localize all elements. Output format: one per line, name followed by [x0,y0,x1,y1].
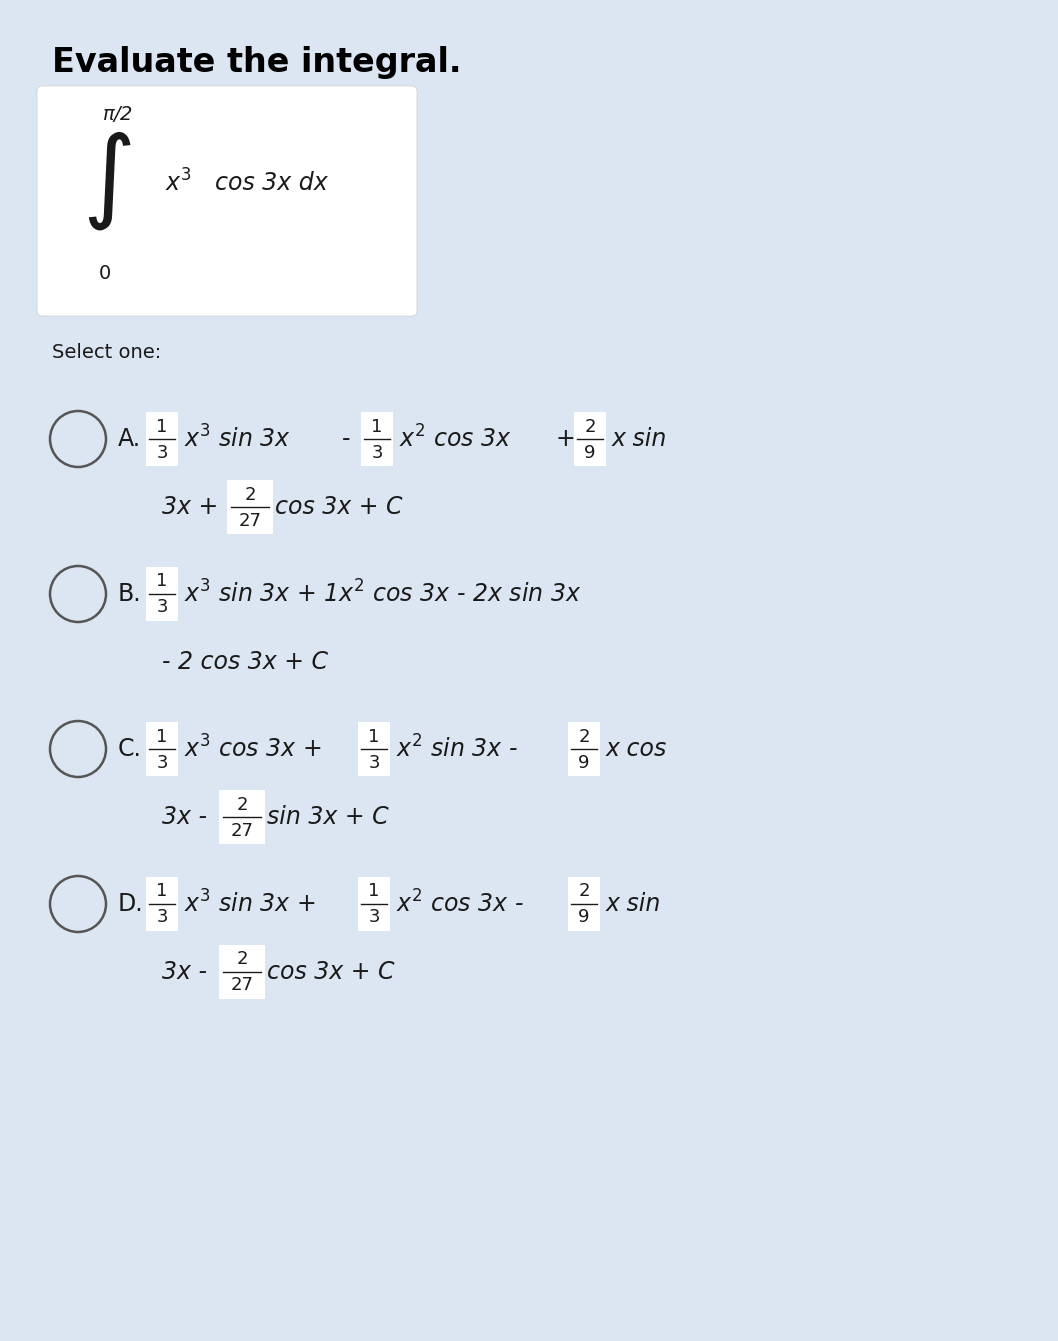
Text: Evaluate the integral.: Evaluate the integral. [52,46,461,79]
FancyBboxPatch shape [574,412,606,467]
FancyBboxPatch shape [219,945,264,999]
Text: +: + [555,426,574,451]
Text: 3: 3 [368,908,380,927]
Text: 1: 1 [157,882,167,901]
Text: $x^3$ sin 3x + 1$x^2$ cos 3x - 2x sin 3x: $x^3$ sin 3x + 1$x^2$ cos 3x - 2x sin 3x [184,581,582,607]
Text: 3x -: 3x - [162,805,207,829]
Text: $\int$: $\int$ [83,130,131,232]
Text: 1: 1 [157,728,167,746]
Text: $x^2$ sin 3x -: $x^2$ sin 3x - [396,735,518,763]
Text: $0$: $0$ [98,263,111,283]
Text: A.: A. [118,426,141,451]
Text: 9: 9 [579,754,589,771]
Text: 3: 3 [157,754,168,771]
Text: 1: 1 [157,417,167,436]
FancyBboxPatch shape [146,721,178,776]
Text: B.: B. [118,582,142,606]
Text: 2: 2 [584,417,596,436]
Text: Select one:: Select one: [52,343,161,362]
FancyBboxPatch shape [568,721,600,776]
Text: 27: 27 [231,822,254,839]
Text: $x^3$ sin 3x: $x^3$ sin 3x [184,425,291,453]
Text: 9: 9 [584,444,596,461]
Text: cos 3x dx: cos 3x dx [215,172,328,194]
Text: 9: 9 [579,908,589,927]
Text: $x^2$ cos 3x: $x^2$ cos 3x [399,425,512,453]
Text: 3: 3 [157,444,168,461]
FancyBboxPatch shape [146,567,178,621]
Text: 2: 2 [579,882,589,901]
Text: -: - [342,426,350,451]
Text: x sin: x sin [606,892,661,916]
Text: x sin: x sin [612,426,668,451]
Text: - 2 cos 3x + C: - 2 cos 3x + C [162,650,328,675]
Text: 1: 1 [371,417,383,436]
Text: $x^3$ cos 3x +: $x^3$ cos 3x + [184,735,322,763]
Text: 27: 27 [231,976,254,995]
Text: $x^3$ sin 3x +: $x^3$ sin 3x + [184,890,315,917]
Text: cos 3x + C: cos 3x + C [275,495,402,519]
Text: $x^3$: $x^3$ [165,169,191,197]
Text: 1: 1 [157,573,167,590]
FancyBboxPatch shape [361,412,393,467]
Text: D.: D. [118,892,144,916]
Text: $x^2$ cos 3x -: $x^2$ cos 3x - [396,890,524,917]
Text: 2: 2 [579,728,589,746]
FancyBboxPatch shape [37,86,417,316]
Text: 3: 3 [371,444,383,461]
Text: 3: 3 [368,754,380,771]
Text: 2: 2 [244,485,256,503]
Text: sin 3x + C: sin 3x + C [267,805,388,829]
Text: 1: 1 [368,882,380,901]
Text: 2: 2 [236,795,248,814]
FancyBboxPatch shape [568,877,600,931]
FancyBboxPatch shape [146,412,178,467]
Text: 1: 1 [368,728,380,746]
FancyBboxPatch shape [219,790,264,843]
FancyBboxPatch shape [146,877,178,931]
Text: cos 3x + C: cos 3x + C [267,960,395,984]
Text: 3: 3 [157,908,168,927]
Text: 3: 3 [157,598,168,617]
Text: 3x +: 3x + [162,495,218,519]
Text: 27: 27 [238,511,261,530]
FancyBboxPatch shape [227,480,273,534]
Text: 3x -: 3x - [162,960,207,984]
Text: 2: 2 [236,951,248,968]
FancyBboxPatch shape [358,721,390,776]
Text: $\pi$/2: $\pi$/2 [102,105,133,123]
Text: C.: C. [118,738,142,760]
FancyBboxPatch shape [358,877,390,931]
Text: x cos: x cos [606,738,668,760]
